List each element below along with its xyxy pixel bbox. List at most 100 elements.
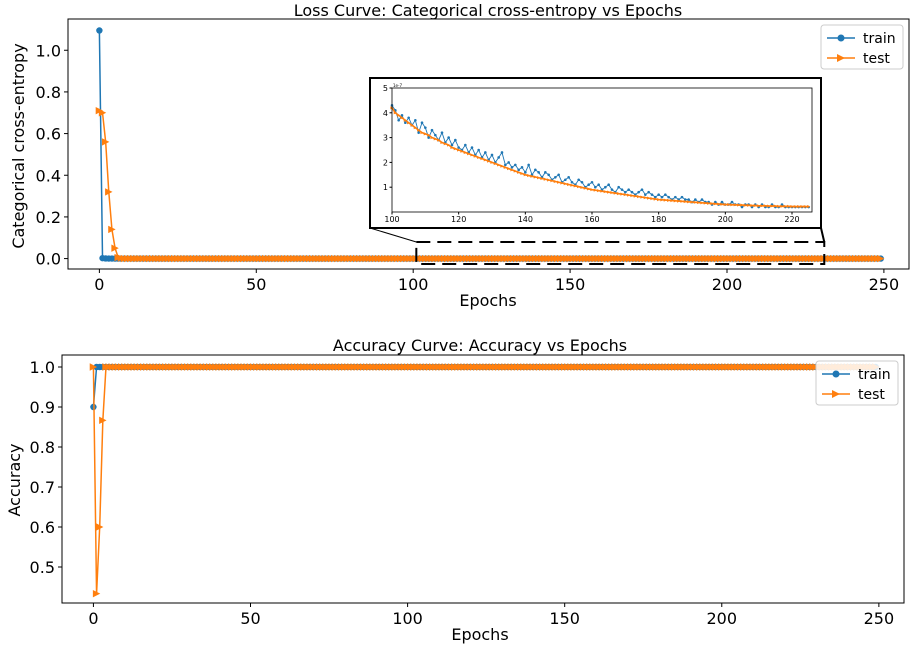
loss-inset-test-point — [670, 198, 674, 203]
loss-inset-train-point — [434, 133, 437, 137]
accuracy-chart-ylabel: Accuracy — [5, 443, 24, 516]
loss-inset-test-point — [503, 165, 507, 169]
loss-inset-train-point — [517, 168, 520, 172]
loss-ytick-label: 1.0 — [36, 41, 61, 60]
loss-ytick-label: 0.2 — [36, 208, 61, 227]
accuracy-xtick-label: 150 — [549, 609, 580, 628]
loss-inset-xtick-label: 120 — [451, 215, 466, 224]
loss-inset-test-point — [450, 145, 454, 150]
loss-inset-test-point — [590, 188, 594, 192]
loss-xtick-label: 0 — [94, 275, 104, 294]
loss-inset-test-point — [730, 203, 734, 207]
loss-inset-test-point — [633, 194, 637, 198]
loss-inset-train-point — [617, 185, 620, 189]
loss-inset-test-point — [483, 158, 487, 162]
loss-inset-test-point — [567, 182, 571, 187]
loss-test-point — [111, 244, 119, 252]
loss-inset-test-point — [693, 200, 697, 204]
loss-inset-test-point — [523, 173, 527, 177]
loss-inset-test-point — [460, 149, 464, 153]
accuracy-train-line — [92, 366, 876, 408]
accuracy-legend-test-label: test — [858, 387, 885, 403]
loss-inset-test-point — [530, 174, 534, 178]
loss-inset-train-point — [404, 121, 407, 125]
loss-inset-test-point — [677, 199, 681, 203]
loss-inset-train-point — [454, 138, 457, 142]
loss-inset-train-point — [667, 195, 670, 199]
accuracy-legend-train-marker — [832, 370, 840, 378]
loss-legend-test-marker — [837, 54, 845, 62]
loss-inset-test-point — [440, 140, 444, 145]
loss-inset-test-point — [747, 203, 751, 207]
loss-inset-train-point — [720, 200, 724, 204]
loss-inset-train-point — [544, 171, 547, 174]
loss-inset-test-point — [650, 197, 654, 201]
loss-inset-test-point — [593, 188, 597, 192]
loss-inset-test-point — [710, 201, 714, 206]
loss-inset-train-point — [450, 143, 454, 147]
loss-inset-test-point — [653, 197, 657, 201]
loss-inset-train-point — [660, 195, 664, 199]
loss-inset-test-point — [397, 113, 401, 117]
loss-inset-test-point — [473, 154, 477, 158]
loss-inset-connector-right — [820, 227, 826, 243]
loss-inset-ytick-label: 3 — [383, 134, 388, 143]
loss-inset-test-point — [560, 181, 564, 185]
loss-inset-test-point — [793, 204, 797, 209]
accuracy-test-point — [96, 523, 104, 531]
accuracy-legend-train-label: train — [858, 367, 891, 383]
loss-inset-train-point — [567, 175, 570, 179]
loss-inset-train-point — [640, 188, 644, 191]
loss-inset-train-point — [657, 193, 660, 196]
loss-inset-test-point — [393, 111, 397, 115]
accuracy-ytick-label: 1.0 — [30, 358, 55, 377]
loss-inset-train-point — [534, 168, 537, 172]
loss-inset-test-point — [770, 204, 774, 208]
accuracy-chart-title: Accuracy Curve: Accuracy vs Epochs — [333, 336, 627, 355]
loss-inset-test-point — [767, 204, 771, 208]
accuracy-xtick-label: 50 — [240, 609, 260, 628]
loss-inset-test-point — [777, 204, 781, 208]
loss-inset-test-point — [620, 192, 624, 196]
loss-test-point — [108, 225, 116, 234]
loss-inset-test-point — [783, 204, 787, 208]
accuracy-xtick-label: 200 — [707, 609, 738, 628]
loss-train-point — [96, 27, 103, 34]
accuracy-xtick-label: 250 — [864, 609, 895, 628]
loss-inset-test-point — [690, 200, 694, 204]
loss-inset-train-point — [510, 166, 514, 169]
accuracy-series-train — [90, 363, 879, 411]
loss-inset-test-point — [527, 173, 531, 178]
loss-inset-xtick-label: 140 — [518, 215, 533, 224]
loss-inset-series-test — [390, 106, 811, 209]
loss-inset-test-point — [790, 204, 794, 209]
loss-xtick-label: 200 — [712, 275, 743, 294]
loss-inset-train-point — [597, 183, 600, 187]
loss-inset-test-point — [407, 121, 411, 125]
loss-inset-train-point — [420, 121, 424, 125]
loss-inset-test-point — [457, 148, 461, 152]
loss-inset-test-point — [757, 204, 761, 208]
loss-legend-train-marker — [837, 34, 845, 42]
loss-inset-test-point — [750, 203, 754, 208]
loss-inset-test-point — [443, 142, 447, 146]
loss-inset-test-point — [547, 178, 551, 182]
loss-inset-train-point — [397, 118, 400, 122]
loss-inset-test-point — [490, 160, 494, 164]
loss-inset-test-point — [723, 202, 727, 207]
loss-inset-train-point — [430, 128, 434, 132]
loss-inset-ytick-label: 5 — [383, 84, 388, 93]
loss-chart: Loss Curve: Categorical cross-entropy vs… — [9, 1, 910, 310]
loss-inset-test-point — [587, 187, 591, 191]
loss-inset-train-point — [407, 116, 410, 120]
loss-inset-test-point — [417, 128, 421, 132]
accuracy-axes-frame — [61, 354, 905, 604]
loss-inset-train-point — [650, 193, 654, 196]
loss-inset-test-point — [763, 204, 767, 208]
loss-inset-test-point — [467, 152, 471, 156]
loss-inset-train-point — [577, 178, 580, 182]
loss-inset-test-point — [687, 200, 691, 204]
accuracy-ytick-label: 0.9 — [30, 398, 55, 417]
loss-inset-test-point — [617, 192, 621, 196]
loss-inset-train-point — [647, 190, 650, 194]
